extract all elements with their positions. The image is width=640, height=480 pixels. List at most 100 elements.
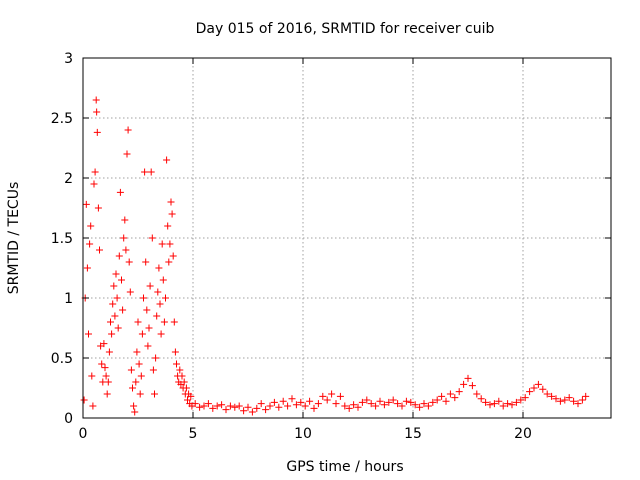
data-point bbox=[407, 398, 415, 406]
data-point bbox=[132, 378, 140, 386]
data-point bbox=[160, 318, 168, 326]
data-point bbox=[184, 396, 191, 404]
data-point bbox=[122, 246, 130, 254]
data-point bbox=[187, 392, 195, 400]
y-tick-label: 1.5 bbox=[51, 231, 73, 247]
data-point bbox=[182, 384, 190, 392]
grid-lines bbox=[83, 58, 611, 418]
data-point bbox=[169, 252, 177, 260]
data-point bbox=[354, 403, 362, 411]
x-tick-label: 0 bbox=[79, 426, 88, 442]
data-point bbox=[112, 270, 120, 278]
data-point bbox=[158, 240, 166, 248]
data-point bbox=[306, 397, 314, 405]
data-point bbox=[582, 392, 590, 400]
data-point bbox=[166, 240, 174, 248]
data-point bbox=[92, 96, 100, 104]
data-point bbox=[248, 408, 256, 416]
data-point bbox=[385, 398, 393, 406]
data-point bbox=[135, 360, 143, 368]
data-point bbox=[424, 402, 432, 410]
data-point bbox=[226, 402, 234, 410]
data-point bbox=[495, 397, 503, 405]
data-point bbox=[578, 396, 586, 404]
data-point bbox=[125, 258, 133, 266]
data-point bbox=[93, 108, 101, 116]
data-point bbox=[398, 402, 406, 410]
data-point bbox=[534, 380, 542, 388]
data-point bbox=[98, 360, 106, 368]
data-point bbox=[464, 374, 472, 382]
data-point bbox=[86, 240, 94, 248]
data-point bbox=[504, 400, 512, 408]
data-point bbox=[102, 372, 110, 380]
data-point bbox=[323, 396, 331, 404]
data-point bbox=[416, 403, 424, 411]
data-point bbox=[115, 252, 123, 260]
data-point bbox=[218, 401, 226, 409]
data-point bbox=[144, 342, 152, 350]
data-point bbox=[402, 397, 410, 405]
data-point bbox=[140, 294, 147, 302]
data-point bbox=[240, 407, 248, 415]
data-point bbox=[530, 384, 538, 392]
data-point bbox=[345, 404, 353, 412]
data-point bbox=[552, 395, 560, 403]
data-point bbox=[133, 348, 141, 356]
data-point bbox=[164, 222, 172, 230]
x-tick-label: 10 bbox=[294, 426, 312, 442]
x-axis-label: GPS time / hours bbox=[286, 459, 403, 475]
data-point bbox=[314, 400, 322, 408]
data-point bbox=[570, 397, 578, 405]
data-point bbox=[380, 401, 388, 409]
chart-title: Day 015 of 2016, SRMTID for receiver cui… bbox=[196, 21, 495, 37]
data-point bbox=[411, 401, 419, 409]
data-point bbox=[367, 400, 375, 408]
data-point bbox=[288, 395, 296, 403]
y-axis-label: SRMTID / TECUs bbox=[6, 182, 22, 295]
data-point bbox=[275, 403, 283, 411]
data-point bbox=[162, 294, 169, 302]
data-point bbox=[328, 390, 336, 398]
data-point bbox=[149, 366, 157, 374]
data-point bbox=[108, 330, 116, 338]
data-point bbox=[120, 234, 128, 242]
data-point bbox=[167, 198, 175, 206]
data-point bbox=[116, 188, 124, 196]
y-tick-label: 0 bbox=[64, 411, 73, 427]
y-tick-label: 2 bbox=[64, 171, 73, 187]
data-point bbox=[113, 294, 121, 302]
data-point bbox=[137, 372, 145, 380]
data-point bbox=[213, 402, 221, 410]
data-point bbox=[363, 396, 371, 404]
data-point bbox=[446, 390, 454, 398]
data-point bbox=[87, 222, 95, 230]
data-point bbox=[143, 306, 151, 314]
data-point bbox=[376, 397, 384, 405]
data-point bbox=[336, 392, 344, 400]
data-point bbox=[284, 402, 292, 410]
data-point bbox=[89, 402, 97, 410]
data-point bbox=[539, 385, 547, 393]
data-point bbox=[319, 392, 327, 400]
data-point bbox=[372, 402, 380, 410]
data-point bbox=[257, 400, 265, 408]
x-tick-label: 15 bbox=[404, 426, 422, 442]
data-point bbox=[142, 258, 150, 266]
y-tick-label: 0.5 bbox=[51, 351, 73, 367]
data-point bbox=[526, 388, 534, 396]
data-point bbox=[165, 258, 173, 266]
data-point bbox=[420, 400, 428, 408]
data-point bbox=[543, 390, 551, 398]
data-point bbox=[148, 234, 156, 242]
data-point bbox=[176, 366, 184, 374]
data-point bbox=[455, 388, 463, 396]
data-point bbox=[82, 200, 90, 208]
data-point bbox=[200, 402, 208, 410]
data-point bbox=[131, 408, 139, 416]
data-point bbox=[156, 300, 164, 308]
data-point bbox=[114, 324, 122, 332]
data-point bbox=[556, 397, 564, 405]
data-point bbox=[468, 382, 476, 390]
